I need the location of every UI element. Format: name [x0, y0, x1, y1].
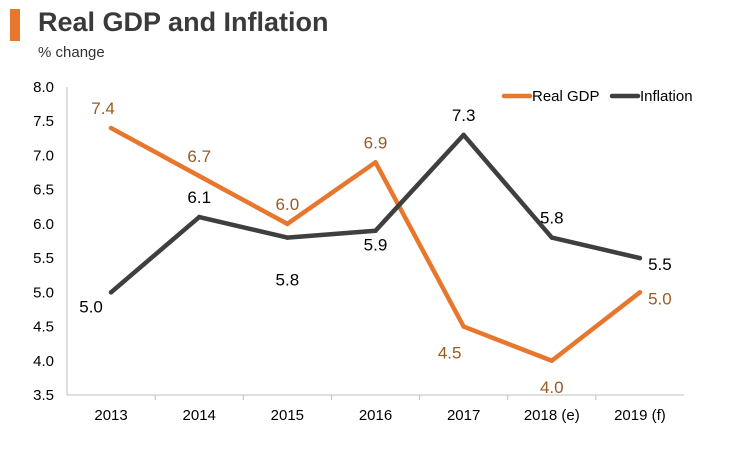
real-gdp-point — [196, 173, 202, 179]
inflation-data-label: 6.1 — [187, 188, 211, 207]
x-tick-label: 2014 — [183, 407, 216, 424]
real-gdp-data-label: 7.4 — [91, 99, 115, 118]
y-tick-label: 7.0 — [33, 147, 54, 164]
real-gdp-point — [373, 160, 378, 165]
y-tick-label: 5.0 — [33, 284, 54, 301]
real-gdp-point — [285, 221, 290, 227]
inflation-point — [549, 235, 555, 240]
real-gdp-data-label: 6.0 — [276, 195, 300, 214]
chart-legend: Real GDP Inflation — [501, 88, 693, 105]
chart-title: Real GDP and Inflation — [38, 7, 329, 37]
inflation-data-label: 5.0 — [79, 297, 103, 316]
title-accent-bar — [10, 9, 20, 41]
y-tick-label: 3.5 — [33, 387, 54, 404]
y-tick-label: 6.0 — [33, 216, 54, 233]
chart-data-labels: 7.4 6.7 6.0 6.9 4.5 4.0 5.0 5.0 6.1 5.8 5.9 7.3 5.8 5… — [79, 99, 671, 397]
y-tick-label: 6.5 — [33, 182, 54, 199]
chart-series — [108, 125, 643, 364]
real-gdp-data-label: 4.5 — [438, 344, 462, 363]
y-tick-label: 7.5 — [33, 113, 54, 130]
y-tick-label: 4.5 — [33, 319, 54, 336]
real-gdp-point — [637, 290, 643, 295]
chart-axes: 3.5 4.0 4.5 5.0 5.5 6.0 6.5 7.0 7.5 8.0 2013 2014 20… — [33, 79, 684, 424]
inflation-data-label: 5.8 — [540, 209, 564, 228]
chart-subtitle: % change — [38, 44, 105, 61]
real-gdp-point — [108, 125, 114, 131]
real-gdp-point — [461, 324, 466, 329]
inflation-point — [108, 290, 114, 295]
y-tick-label: 8.0 — [33, 79, 54, 96]
x-tick-label: 2015 — [271, 407, 304, 424]
real-gdp-data-label: 5.0 — [648, 289, 672, 308]
y-tick-label: 4.0 — [33, 353, 54, 370]
real-gdp-data-label: 6.9 — [364, 133, 388, 152]
y-tick-label: 5.5 — [33, 250, 54, 267]
x-tick-label: 2017 — [447, 407, 480, 424]
inflation-point — [285, 235, 290, 240]
real-gdp-data-label: 4.0 — [540, 378, 564, 397]
x-tick-label: 2016 — [359, 407, 392, 424]
x-tick-label: 2018 (e) — [524, 407, 580, 424]
inflation-point — [637, 255, 643, 261]
real-gdp-legend-label: Real GDP — [532, 88, 600, 105]
x-tick-label: 2013 — [94, 407, 127, 424]
real-gdp-data-label: 6.7 — [187, 147, 211, 166]
inflation-legend-label: Inflation — [640, 88, 693, 105]
inflation-data-label: 5.5 — [648, 255, 672, 274]
inflation-data-label: 5.8 — [276, 271, 300, 290]
inflation-point — [196, 214, 202, 220]
x-tick-label: 2019 (f) — [614, 407, 666, 424]
inflation-point — [373, 228, 378, 233]
inflation-point — [461, 132, 466, 138]
real-gdp-point — [549, 358, 555, 364]
inflation-data-label: 7.3 — [452, 106, 476, 125]
inflation-data-label: 5.9 — [364, 236, 388, 255]
